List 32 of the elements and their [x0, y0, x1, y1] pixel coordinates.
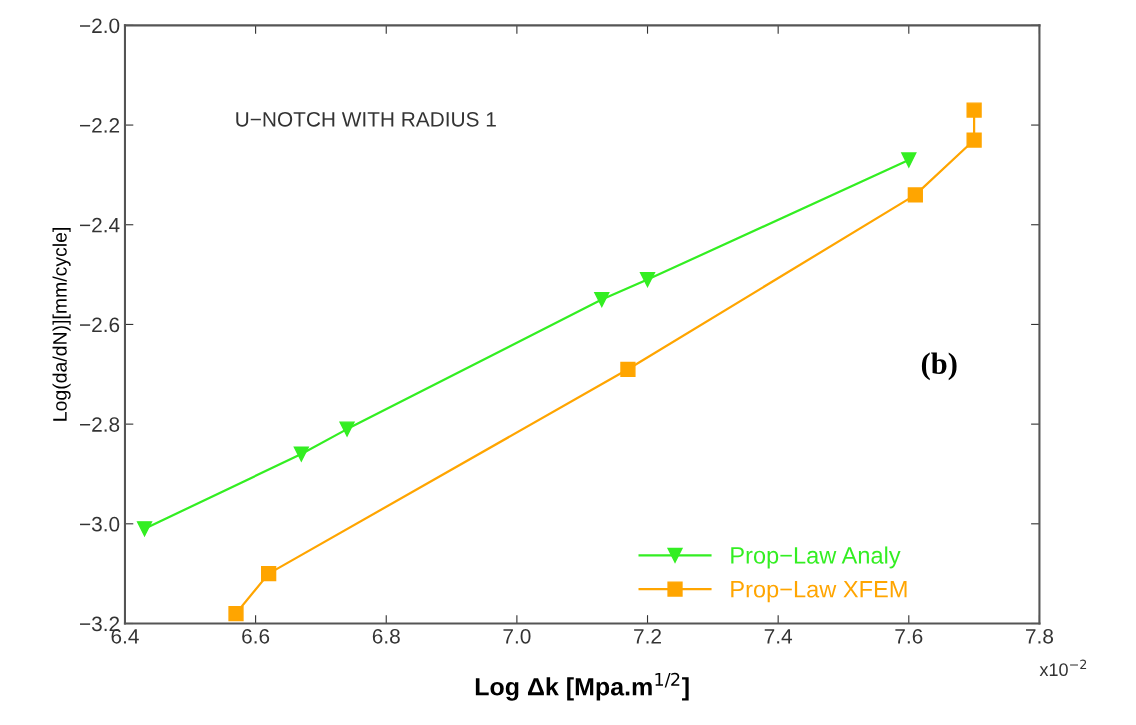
x-tick-label: 7.0 [503, 628, 531, 644]
point [620, 361, 636, 377]
x-tick-label: 6.6 [242, 628, 270, 644]
annotation: U−NOTCH WITH RADIUS 1 [236, 111, 496, 127]
point [639, 271, 656, 288]
annotation: (b) [921, 352, 957, 381]
point [339, 421, 355, 437]
y-tick-label: −2.8 [80, 417, 120, 432]
point [261, 566, 277, 582]
x-tick-label: 7.2 [634, 628, 661, 644]
point [901, 152, 917, 168]
legend-label: Prop−Law Analy [731, 546, 901, 569]
legend-label: Prop−Law XFEM [731, 581, 907, 603]
point [228, 605, 244, 622]
point [136, 521, 153, 537]
point [594, 291, 610, 308]
point [966, 132, 982, 148]
x-tick-label: 6.8 [372, 628, 400, 644]
y-tick-label: −2.0 [80, 18, 120, 34]
x-axis-title: Log Δk [Mpa.m$^{1/2}$] [475, 672, 689, 701]
y-tick-label: −3.0 [80, 516, 120, 532]
text: x10$^{−2}$ [1039, 659, 1087, 677]
x-tick-label: 7.6 [895, 628, 923, 644]
y-tick-label: −2.4 [80, 217, 120, 233]
x-tick-label: 7.4 [764, 629, 793, 644]
y-tick-label: −2.6 [80, 317, 120, 333]
x-tick-label: 7.8 [1026, 628, 1054, 644]
point [907, 187, 923, 203]
point [966, 102, 982, 118]
point [293, 446, 309, 462]
y-tick-label: −2.2 [80, 118, 120, 133]
y-axis-title: Log(da/dN)][mm/cycle] [52, 228, 71, 421]
